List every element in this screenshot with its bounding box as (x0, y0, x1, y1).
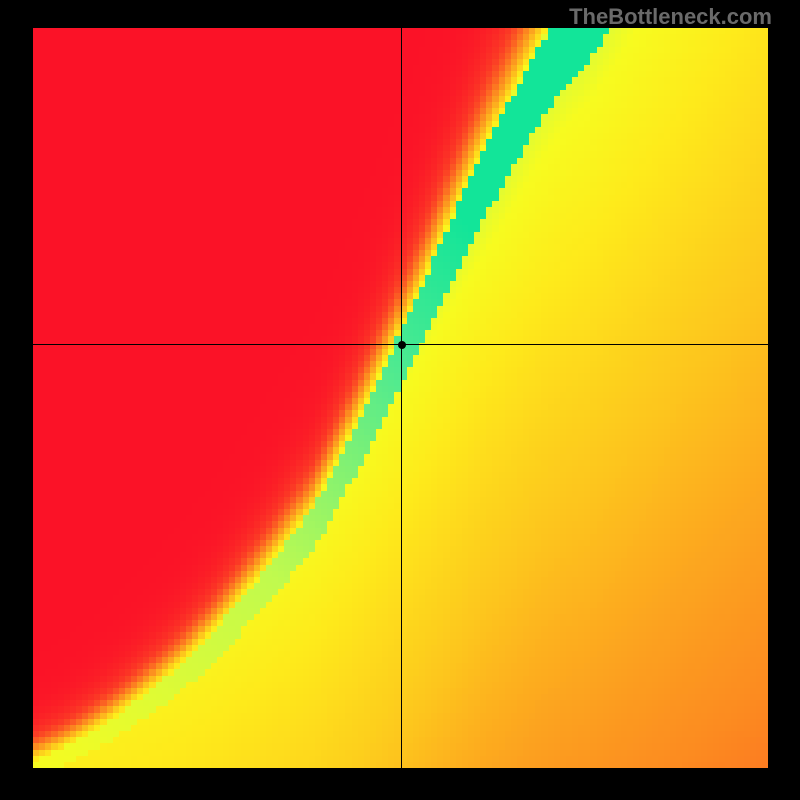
crosshair-vertical (401, 28, 402, 768)
crosshair-marker (398, 341, 406, 349)
watermark-text: TheBottleneck.com (569, 4, 772, 30)
chart-container: TheBottleneck.com (0, 0, 800, 800)
